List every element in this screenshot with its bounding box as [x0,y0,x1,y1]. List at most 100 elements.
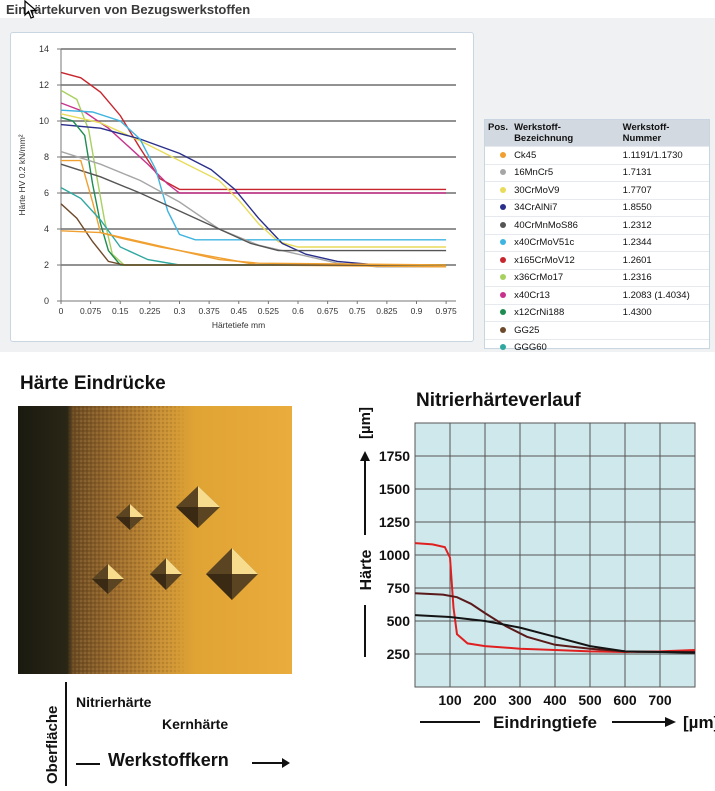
y-axis-label: Härte [358,549,375,590]
nitrierhaerte-label: Nitrierhärte [76,694,152,710]
legend-dot-icon [500,309,506,316]
legend-row: x40CrMoV51c 1.2344 [485,233,709,252]
legend-row: x12CrNi188 1.4300 [485,303,709,322]
legend-material-name: GG25 [511,321,620,339]
legend-material-number: 1.2601 [619,251,709,269]
werkstoffkern-arrow-icon [252,758,290,768]
y-tick-label: 0 [44,296,49,306]
legend-row: 16MnCr5 1.7131 [485,163,709,182]
nitriding-chart: 250 500 750 1000 1250 1500 1750 100 200 300 400 500… [357,407,715,732]
legend-row: x165CrMoV12 1.2601 [485,251,709,269]
legend-color-swatch [485,233,512,252]
y-tick-label: 750 [387,580,411,596]
oberflaeche-label: Oberfläche [44,705,61,784]
hardening-curve [60,113,447,248]
legend-material-name: 40CrMnMoS86 [511,216,620,234]
legend-dot-icon [500,204,506,211]
y-tick-label: 10 [39,116,49,126]
y-tick-label: 1750 [379,448,410,464]
legend-row: x36CrMo17 1.2316 [485,268,709,287]
legend-color-swatch [485,251,512,269]
y-tick-label: 1000 [379,547,410,563]
legend-color-swatch [485,146,512,164]
legend-material-number: 1.1191/1.1730 [619,146,709,164]
hardening-curves-chart-frame: 0 2 4 6 8 10 12 14 0 0.075 0.15 0.225 0.3 0.375 0.45 0.… [10,32,474,342]
hardening-curve [60,186,447,266]
legend-color-swatch [485,216,512,234]
x-tick-label: 0.375 [198,306,220,316]
legend-material-name: x40CrMoV51c [511,233,620,252]
legend-dot-icon [500,291,506,298]
legend-dot-icon [500,326,506,333]
legend-color-swatch [485,286,512,304]
x-tick-label: 0.75 [349,306,366,316]
hardening-curve [60,116,447,266]
x-tick-label: 700 [648,692,672,708]
x-axis-label: Härtetiefe mm [212,320,265,330]
x-tick-label: 0 [59,306,64,316]
y-tick-label: 1250 [379,514,410,530]
legend-row: 34CrAlNi7 1.8550 [485,198,709,217]
nitriding-chart-title: Nitrierhärteverlauf [416,390,581,411]
legend-material-name: x165CrMoV12 [511,251,620,269]
hardening-curves-chart: 0 2 4 6 8 10 12 14 0 0.075 0.15 0.225 0.3 0.375 0.45 0.… [17,44,457,330]
legend-row: Ck45 1.1191/1.1730 [485,146,709,164]
hardening-curve [60,203,447,266]
x-tick-label: 0.15 [112,306,129,316]
x-tick-label: 0.9 [411,306,423,316]
x-tick-label: 0.6 [292,306,304,316]
y-tick-label: 500 [387,613,411,629]
x-tick-label: 0.525 [258,306,280,316]
legend-material-name: x36CrMo17 [511,268,620,287]
y-axis-label: Härte HV 0.2 kN/mm² [17,134,27,215]
werkstoffkern-dash-icon [76,763,100,765]
legend-material-number: 1.2344 [619,233,709,252]
legend-row: GGG60 [485,338,709,356]
legend-dot-icon [500,169,506,176]
legend-dot-icon [500,151,506,158]
kernhaerte-label: Kernhärte [162,716,229,732]
legend-material-name: Ck45 [511,146,620,164]
legend-row: x40Cr13 1.2083 (1.4034) [485,286,709,304]
x-tick-label: 0.675 [317,306,339,316]
x-tick-label: 0.45 [230,306,247,316]
x-tick-label: 600 [613,692,637,708]
legend-dot-icon [500,274,506,281]
legend-dot-icon [500,256,506,263]
hardness-indent-micrograph [18,406,292,674]
x-axis-unit: [µm] [683,713,715,732]
legend-dot-icon [500,221,506,228]
y-tick-label: 250 [387,646,411,662]
x-tick-label: 300 [508,692,532,708]
werkstoffkern-label: Werkstoffkern [108,750,229,770]
legend-material-number: 1.2316 [619,268,709,287]
legend-color-swatch [485,303,512,322]
x-tick-label: 400 [543,692,567,708]
legend-material-number: 1.7707 [619,181,709,199]
y-tick-label: 2 [44,260,49,270]
legend-material-name: x12CrNi188 [511,303,620,322]
x-tick-label: 0.075 [80,306,102,316]
legend-material-number: 1.7131 [619,163,709,182]
hardening-curve [60,163,447,252]
legend-color-swatch [485,181,512,199]
x-tick-label: 0.825 [376,306,398,316]
hardening-curve [60,89,447,266]
x-tick-label: 100 [438,692,462,708]
legend-color-swatch [485,321,512,339]
legend-color-swatch [485,268,512,287]
legend-row: 30CrMoV9 1.7707 [485,181,709,199]
indent-1 [176,486,220,528]
legend-color-swatch [485,163,512,182]
y-tick-label: 6 [44,188,49,198]
hardening-curve [60,230,447,266]
x-tick-label: 200 [473,692,497,708]
legend-row: 40CrMnMoS86 1.2312 [485,216,709,234]
x-tick-label: 0.225 [139,306,161,316]
y-tick-label: 12 [39,80,49,90]
legend-material-number: 1.8550 [619,198,709,217]
legend-dot-icon [500,344,506,351]
y-tick-label: 4 [44,224,49,234]
x-axis-arrow-icon [665,717,676,727]
indent-2 [116,504,144,530]
